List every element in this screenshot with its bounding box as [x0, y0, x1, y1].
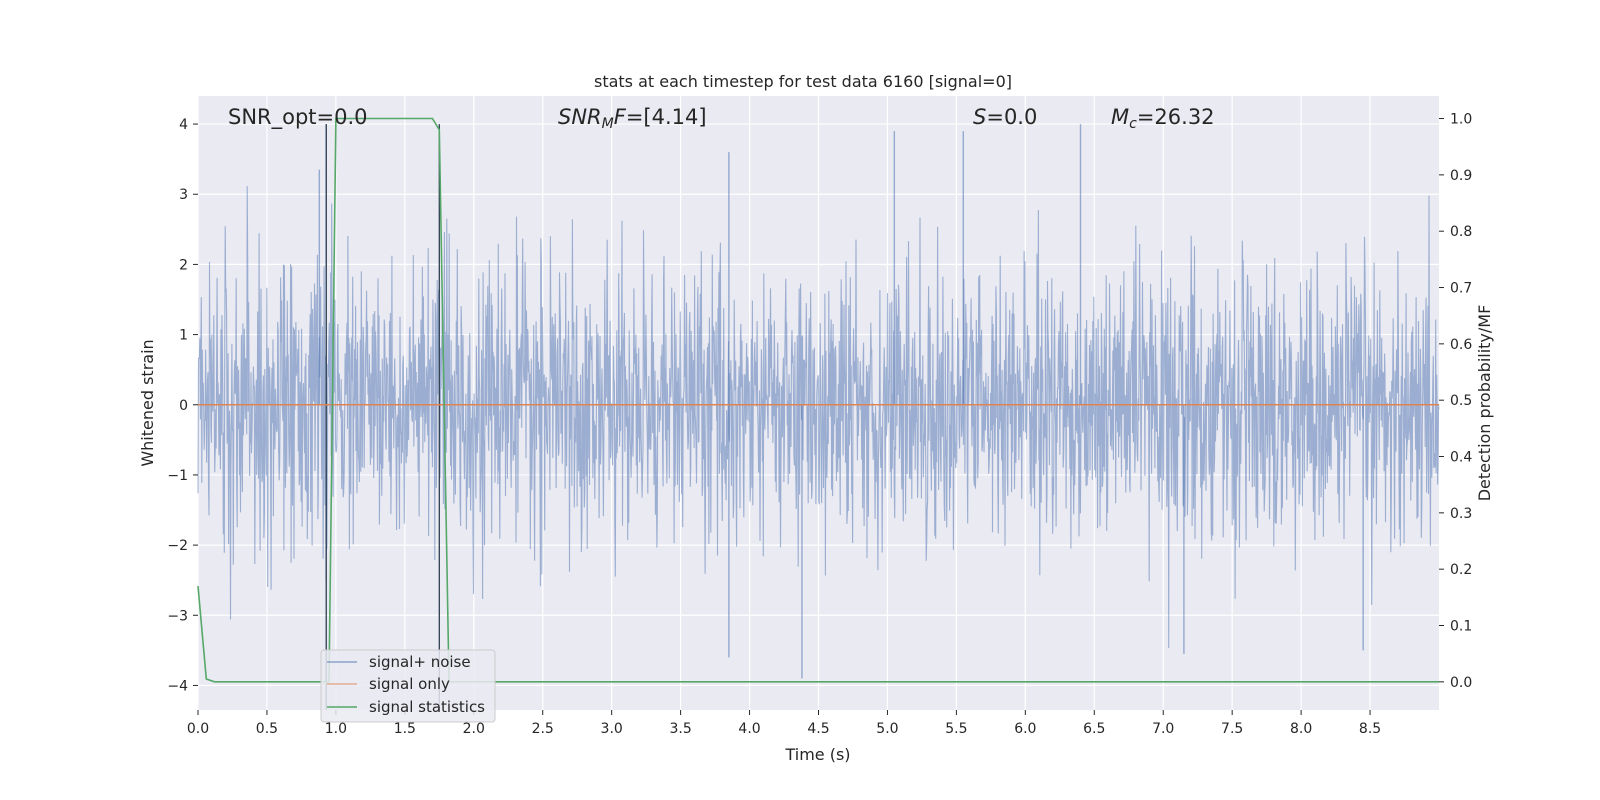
annotation-snr-opt: SNR_opt=0.0 — [228, 105, 368, 130]
annotation-snr-mf-italic: SNR — [558, 105, 602, 129]
y-right-tick-label: 0.6 — [1450, 337, 1472, 353]
x-tick-label: 8.5 — [1359, 721, 1381, 737]
x-tick-label: 7.0 — [1152, 721, 1174, 737]
x-tick-label: 1.0 — [325, 721, 347, 737]
y-tick-label: −3 — [167, 608, 188, 624]
annotation-mc-italic: M — [1111, 105, 1129, 129]
noise-trace — [197, 186, 1440, 649]
y-right-axis-ticks: 1.0 0.9 0.8 0.7 0.6 0.5 0.4 0.3 0.2 0.1 0.0 — [1439, 112, 1472, 691]
annotation-s-value: =0.0 — [986, 105, 1037, 129]
x-tick-label: 8.0 — [1290, 721, 1312, 737]
y-right-tick-label: 0.0 — [1450, 675, 1472, 691]
y-axis-ticks: 4 3 2 1 0 −1 −2 −3 −4 — [167, 117, 198, 694]
y-tick-label: −4 — [167, 678, 188, 694]
x-axis-ticks: 0.0 0.5 1.0 1.5 2.0 2.5 3.0 3.5 4.0 4.5 5.0 5.5 6.0 6… — [187, 710, 1381, 737]
x-tick-label: 6.5 — [1083, 721, 1105, 737]
annotation-mc-sub: c — [1129, 116, 1137, 132]
y-right-tick-label: 1.0 — [1450, 112, 1472, 128]
vertical-markers — [325, 124, 440, 710]
y-right-tick-label: 0.9 — [1450, 168, 1472, 184]
annotation-snr-mf-sub: M — [602, 116, 614, 132]
legend: signal+ noise signal only signal statist… — [320, 649, 496, 723]
legend-label-signal-only: signal only — [369, 675, 450, 693]
annotation-snr-mf-value: =[4.14] — [626, 105, 707, 129]
annotation-s: S=0.0 — [973, 105, 1037, 129]
y-tick-label: 0 — [179, 398, 188, 414]
legend-label-signal-noise: signal+ noise — [369, 653, 471, 671]
annotation-mc-value: =26.32 — [1137, 105, 1215, 129]
x-tick-label: 4.5 — [807, 721, 829, 737]
x-tick-label: 5.5 — [945, 721, 967, 737]
legend-box — [320, 649, 496, 723]
chart-title: stats at each timestep for test data 616… — [594, 72, 1012, 91]
x-tick-label: 6.0 — [1014, 721, 1036, 737]
x-tick-label: 2.0 — [463, 721, 485, 737]
x-axis-label: Time (s) — [784, 745, 850, 764]
y-right-tick-label: 0.2 — [1450, 562, 1472, 578]
annotation-s-italic: S — [973, 105, 986, 129]
y-tick-label: −1 — [167, 468, 188, 484]
y-tick-label: 2 — [179, 257, 188, 273]
x-tick-label: 4.0 — [738, 721, 760, 737]
x-tick-label: 0.5 — [256, 721, 278, 737]
y-right-tick-label: 0.5 — [1450, 393, 1472, 409]
x-tick-label: 5.0 — [876, 721, 898, 737]
annotation-snr-mf: SNRMF=[4.14] — [558, 105, 707, 132]
y-tick-label: −2 — [167, 538, 188, 554]
y-tick-label: 3 — [179, 187, 188, 203]
y-right-axis-label: Detection probability/MF — [1475, 305, 1494, 502]
y-right-tick-label: 0.8 — [1450, 224, 1472, 240]
x-tick-label: 2.5 — [532, 721, 554, 737]
y-right-tick-label: 0.7 — [1450, 281, 1472, 297]
x-tick-label: 0.0 — [187, 721, 209, 737]
y-right-tick-label: 0.4 — [1450, 450, 1472, 466]
annotation-mc: Mc=26.32 — [1111, 105, 1215, 132]
y-tick-label: 1 — [179, 328, 188, 344]
x-tick-label: 1.5 — [394, 721, 416, 737]
y-tick-label: 4 — [179, 117, 188, 133]
x-tick-label: 7.5 — [1221, 721, 1243, 737]
x-tick-label: 3.0 — [601, 721, 623, 737]
x-tick-label: 3.5 — [669, 721, 691, 737]
y-axis-label: Whitened strain — [138, 339, 157, 466]
annotation-snr-mf-italic2: F — [614, 105, 627, 129]
y-right-tick-label: 0.1 — [1450, 619, 1472, 635]
series-signal-noise — [197, 124, 1440, 679]
y-right-tick-label: 0.3 — [1450, 506, 1472, 522]
legend-label-signal-statistics: signal statistics — [369, 698, 485, 716]
